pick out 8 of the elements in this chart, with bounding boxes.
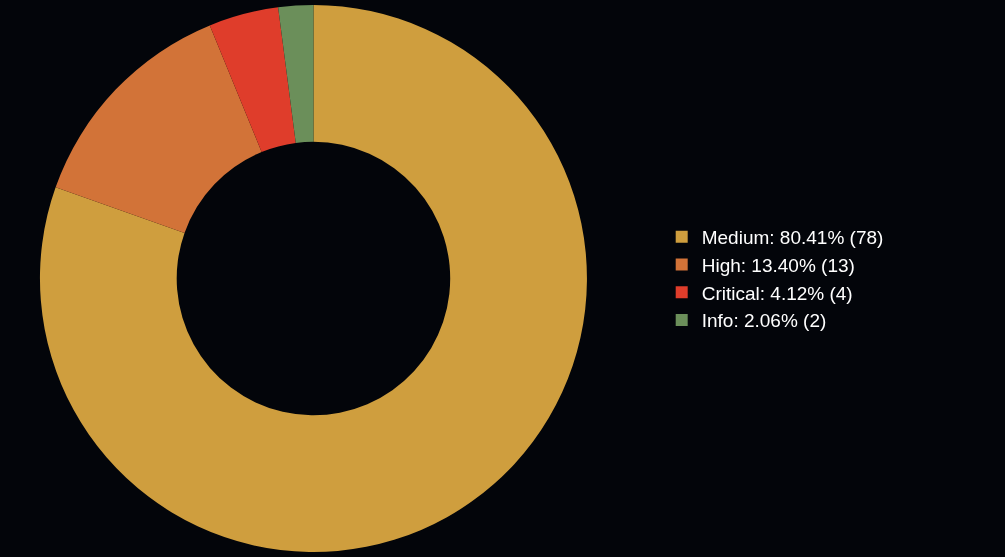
legend-label: High: 13.40% (13) (701, 254, 855, 276)
donut-slice (40, 5, 587, 552)
legend-label: Medium: 80.41% (78) (701, 227, 884, 249)
donut-slice (209, 7, 296, 152)
legend-label: Critical: 4.12% (4) (701, 282, 853, 304)
legend-label: Info: 2.06% (2) (701, 310, 827, 332)
donut-slice (55, 25, 262, 233)
donut-slice (278, 5, 314, 143)
